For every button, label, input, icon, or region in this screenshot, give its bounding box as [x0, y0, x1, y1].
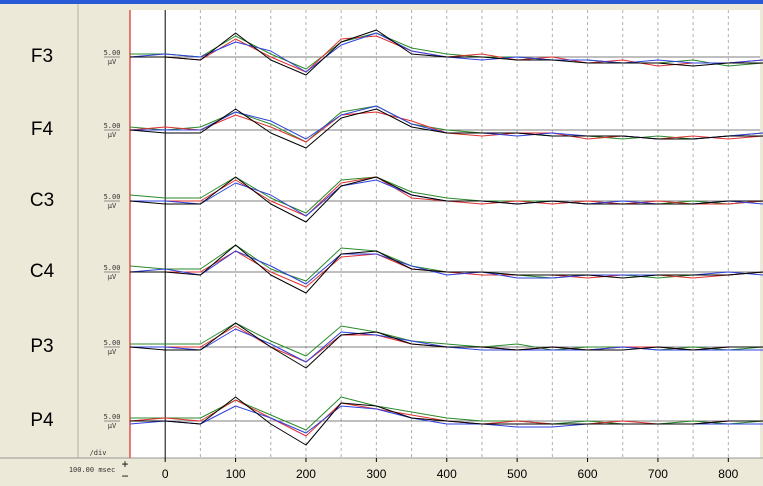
scale-unit: μV: [108, 273, 117, 281]
waveform: [129, 176, 763, 223]
scale-value: 5.00: [104, 193, 121, 201]
plot-area: [130, 10, 760, 458]
scale-value: 5.00: [104, 264, 121, 272]
time-scale-label: 100.00 msec: [69, 466, 115, 474]
channel-label: C4: [30, 261, 55, 282]
x-tick-label: 500: [507, 467, 527, 481]
scale-unit: μV: [108, 422, 117, 430]
scale-value: 5.00: [104, 339, 121, 347]
x-tick-label: 100: [226, 467, 246, 481]
channel-label: C3: [30, 190, 54, 211]
scale-unit: μV: [108, 58, 117, 66]
waveform: [130, 244, 763, 294]
scale-unit: μV: [108, 202, 117, 210]
waveform: [130, 396, 763, 446]
scale-value: 5.00: [104, 413, 121, 421]
x-tick-label: 200: [296, 467, 316, 481]
scale-unit: μV: [108, 348, 117, 356]
time-axis-panel: [0, 458, 763, 486]
scale-value: 5.00: [104, 49, 121, 57]
window-border: [0, 0, 763, 4]
x-tick-label: 400: [437, 467, 457, 481]
waveform: [130, 29, 763, 76]
zoom-out[interactable]: −: [121, 469, 128, 483]
x-tick-label: 300: [366, 467, 386, 481]
scale-unit: μV: [108, 131, 117, 139]
per-div-label: /div: [90, 449, 107, 457]
label-panel: [0, 4, 78, 458]
x-tick-label: 800: [718, 467, 738, 481]
zoom-in[interactable]: +: [121, 457, 128, 471]
channel-label: P4: [30, 410, 54, 431]
x-tick-label: 700: [648, 467, 668, 481]
channel-label: F4: [31, 119, 54, 140]
scale-value: 5.00: [104, 122, 121, 130]
channel-label: F3: [31, 46, 53, 67]
x-tick-label: 0: [162, 467, 169, 481]
waveform: [129, 322, 763, 369]
x-tick-label: 600: [578, 467, 598, 481]
scale-panel: [79, 4, 130, 458]
channel-label: P3: [30, 336, 53, 357]
waveform: [129, 108, 763, 149]
